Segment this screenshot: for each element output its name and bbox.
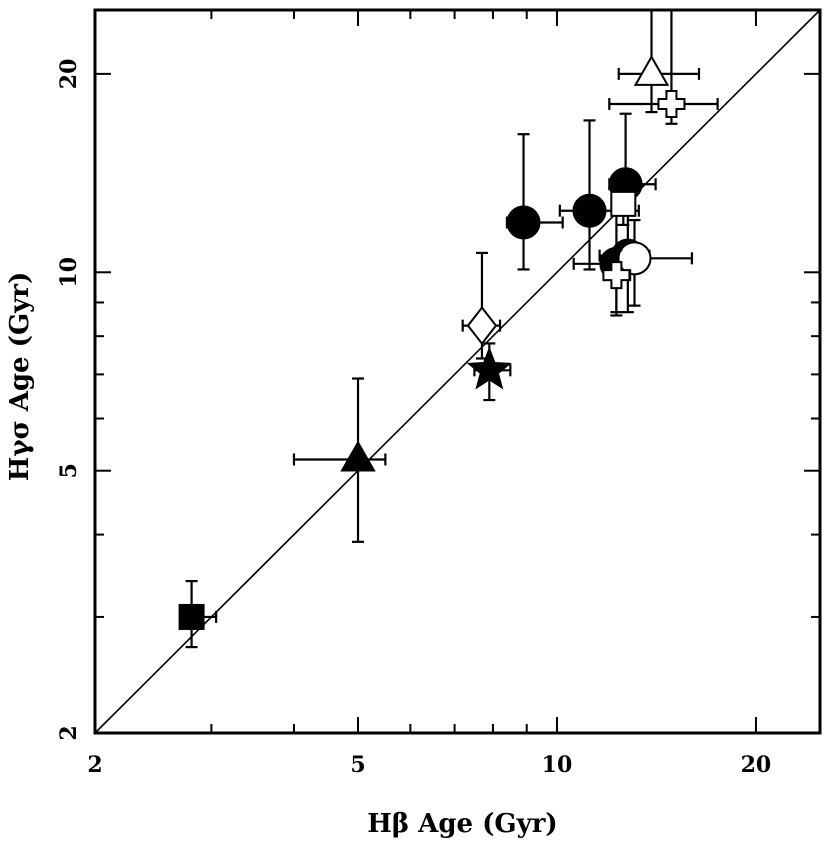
star-marker: [466, 346, 512, 390]
y-axis-title: Hγσ Age (Gyr): [5, 272, 35, 482]
plot-frame: [93, 8, 822, 735]
data-point-star: [466, 342, 512, 402]
x-tick-label: 2: [87, 752, 102, 778]
x-tick-label: 10: [542, 752, 573, 778]
y-tick-label: 5: [56, 463, 82, 478]
x-tick-label: 20: [741, 752, 772, 778]
data-point-triangle: [617, 10, 701, 114]
x-tick-label: 5: [350, 752, 365, 778]
data-point-circle: [610, 219, 693, 307]
data-point-diamond: [461, 251, 502, 360]
data-point-square: [178, 580, 218, 649]
circle-marker: [617, 241, 652, 276]
data-point-triangle: [292, 377, 387, 543]
cross-marker: [602, 261, 631, 290]
cross-marker: [657, 90, 686, 119]
data-point-cross: [602, 249, 632, 314]
data-point-circle: [558, 119, 640, 271]
data-points: [178, 10, 719, 649]
data-point-cross: [608, 10, 719, 125]
triangle-marker: [633, 54, 670, 86]
circle-marker: [572, 193, 607, 228]
data-point-circle: [505, 133, 564, 271]
tick-labels: 2 5 10 20 2 5 10 20: [56, 59, 771, 778]
y-tick-label: 2: [56, 725, 82, 740]
circle-marker: [506, 205, 541, 240]
triangle-marker: [340, 440, 376, 472]
y-tick-label: 10: [56, 257, 82, 288]
square-marker: [178, 603, 205, 630]
data-point-square: [610, 189, 637, 227]
diamond-marker: [466, 306, 498, 346]
square-marker: [610, 190, 637, 217]
x-axis-title: Hβ Age (Gyr): [367, 809, 557, 839]
y-tick-label: 20: [56, 59, 82, 90]
